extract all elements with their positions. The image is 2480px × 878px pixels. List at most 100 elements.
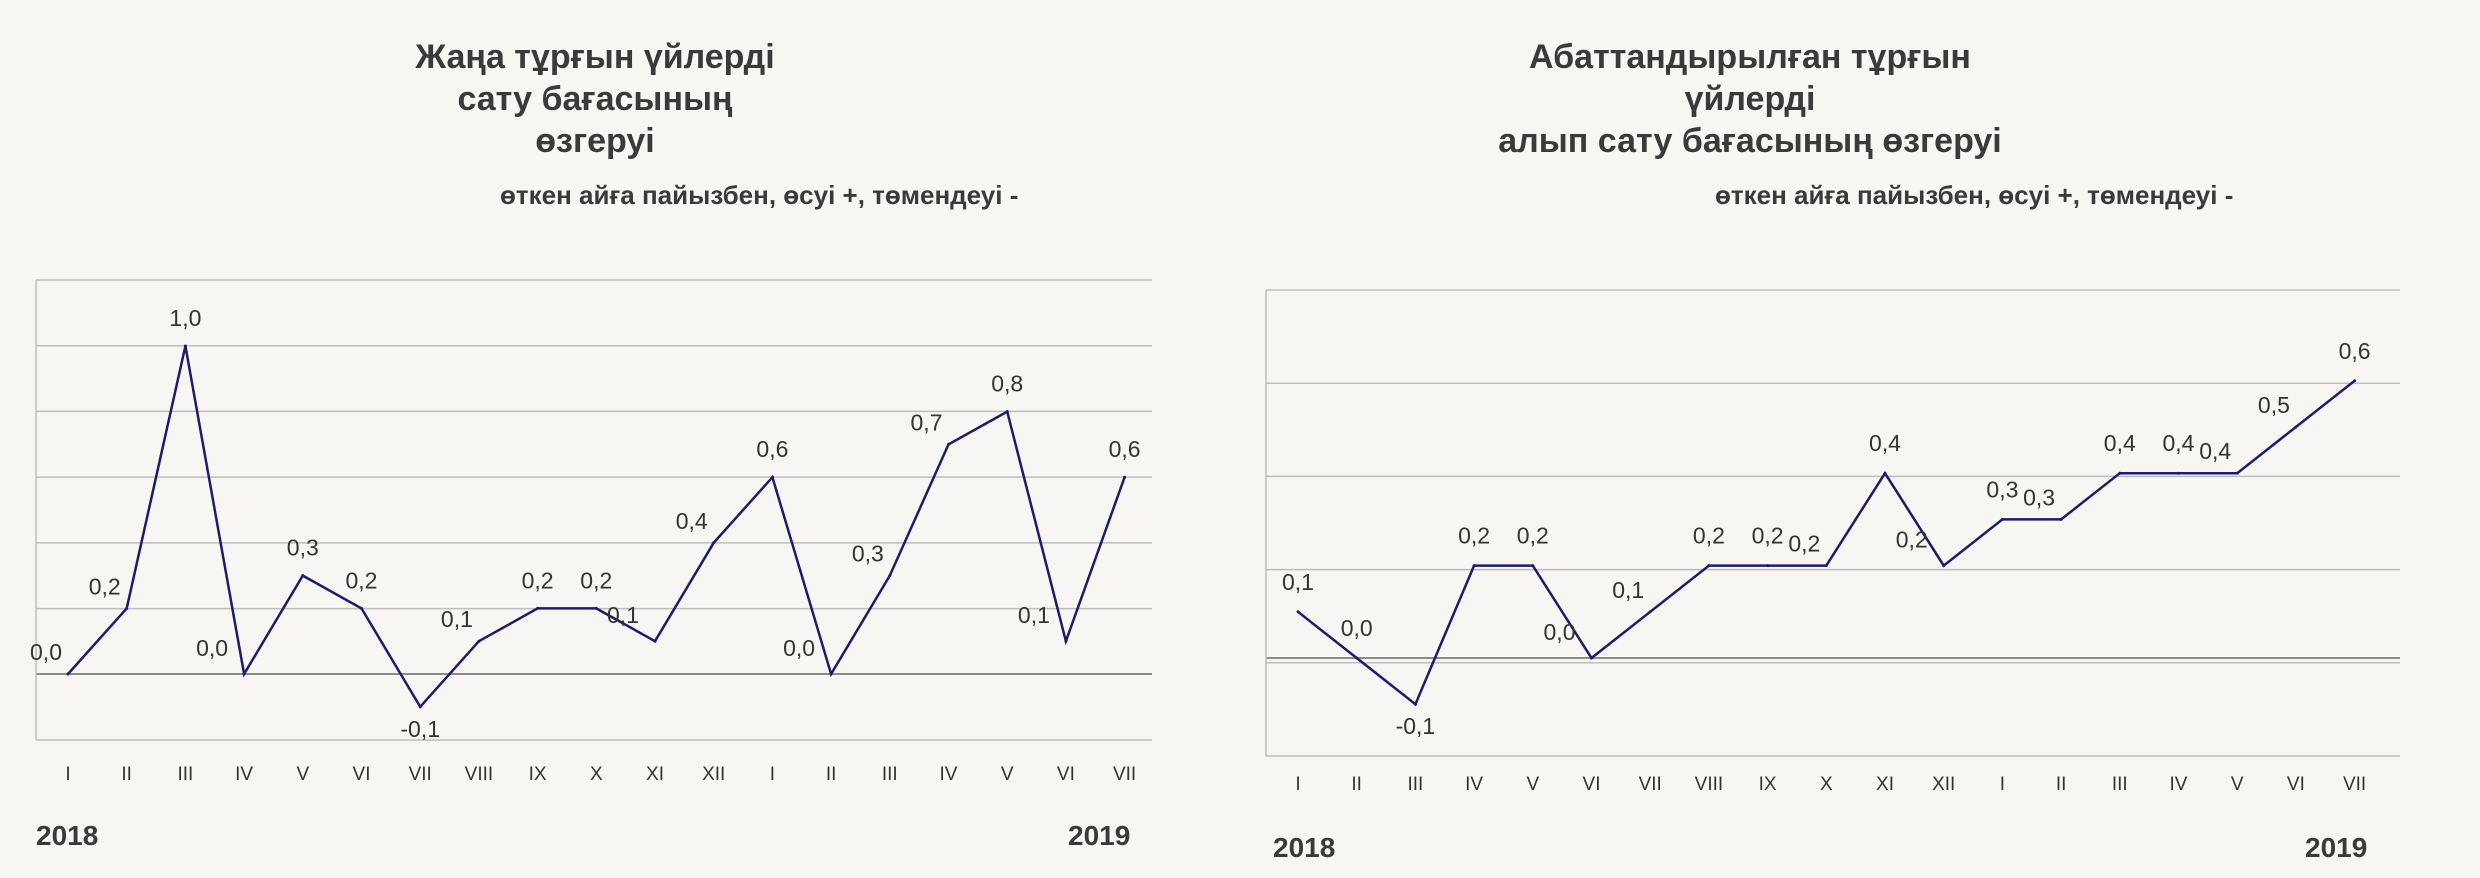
x-tick-label: IX [1759, 774, 1777, 795]
data-point [301, 574, 305, 578]
data-label: 0,7 [911, 409, 943, 435]
data-label: 0,2 [1788, 531, 1820, 557]
data-label: 1,0 [169, 305, 201, 331]
data-label: 0,0 [783, 635, 815, 661]
chart-subtitle: өткен айға пайызбен, өсуі +, төмендеуі - [1715, 180, 2234, 210]
data-point [888, 574, 892, 578]
data-point [242, 672, 246, 676]
chart-panel-new-housing: Жаңа тұрғын үйлерді сату бағасының өзгер… [0, 0, 1200, 878]
data-label: 0,2 [346, 567, 378, 593]
data-point [125, 606, 129, 610]
data-point [418, 705, 422, 709]
data-label: -0,1 [1396, 713, 1436, 739]
data-label: 0,8 [991, 371, 1023, 397]
data-point [477, 639, 481, 643]
data-label: 0,1 [607, 602, 639, 628]
data-label: 0,2 [1517, 523, 1549, 549]
x-tick-label: VI [353, 764, 371, 785]
data-point [1707, 564, 1711, 568]
data-label: 0,2 [1458, 523, 1490, 549]
x-tick-label: III [882, 764, 898, 785]
data-point [1824, 564, 1828, 568]
chart-title: Жаңа тұрғын үйлерді сату бағасының өзгер… [415, 38, 775, 160]
data-point [2177, 471, 2180, 475]
x-tick-label: V [2231, 774, 2244, 795]
data-point [66, 672, 70, 676]
data-point [2000, 517, 2004, 521]
x-tick-label: IV [1465, 774, 1483, 795]
data-label: 0,5 [2258, 392, 2290, 418]
data-label: 0,1 [1612, 577, 1644, 603]
data-point [1005, 410, 1009, 414]
data-label: 0,2 [1896, 527, 1928, 553]
data-label: 0,1 [1018, 602, 1050, 628]
data-label: 0,0 [1341, 615, 1373, 641]
data-point [594, 606, 598, 610]
data-label: 0,4 [2163, 430, 2195, 456]
data-point [1531, 564, 1535, 568]
data-point [1590, 656, 1593, 660]
gridlines [1265, 289, 2400, 757]
data-point [2294, 425, 2298, 429]
x-tick-label: VII [1639, 774, 1662, 795]
x-tick-label: II [121, 764, 132, 785]
data-point [1942, 564, 1946, 568]
x-tick-label: I [1295, 774, 1300, 795]
line-chart-resale-housing: 0,10,0-0,10,2 0,20,00,10,2 0,2 0,20,40,20,3… [1265, 289, 2400, 795]
chart-subtitle: өткен айға пайызбен, өсуі +, төмендеуі - [500, 180, 1019, 210]
data-label: 0,2 [580, 567, 612, 593]
data-point [1123, 475, 1127, 479]
x-tick-label: VII [409, 764, 432, 785]
x-tick-label: XII [1932, 774, 1955, 795]
data-label: -0,1 [400, 716, 440, 742]
data-point [1883, 471, 1887, 475]
x-tick-label: V [1001, 764, 1014, 785]
data-point [653, 639, 657, 643]
data-point [1766, 564, 1770, 568]
data-label: 0,0 [1544, 619, 1576, 645]
x-tick-label: I [2000, 774, 2005, 795]
data-label: 0,3 [1986, 476, 2018, 502]
line-chart-new-housing: 0,0 0,2 1,0 0,0 0,3 0,2 -0,1 0,1 0,2 0,2 0,1 0,4 0,6… [30, 279, 1152, 785]
x-tick-labels: I II III IV V VI VII VIII IX X XI XII I II III IV V VI VII [1295, 774, 2366, 795]
x-tick-label: III [1407, 774, 1423, 795]
x-tick-label: III [2112, 774, 2128, 795]
data-label: 0,1 [1282, 569, 1314, 595]
data-label: 0,4 [676, 508, 708, 534]
data-labels: 0,0 0,2 1,0 0,0 0,3 0,2 -0,1 0,1 0,2 0,2 0,1 0,4 0,6… [30, 305, 1141, 742]
data-label: 0,0 [30, 639, 62, 665]
data-label: 0,1 [441, 606, 473, 632]
year-start-label: 2018 [1273, 832, 1336, 863]
data-point [1296, 610, 1300, 614]
chart-title: Абаттандырылған тұрғын үйлерді алып сату… [1498, 38, 2002, 160]
x-tick-label: IV [235, 764, 253, 785]
x-tick-label: IV [940, 764, 958, 785]
data-label: 0,4 [2199, 438, 2231, 464]
x-tick-label: VI [1057, 764, 1075, 785]
x-tick-label: VIII [465, 764, 494, 785]
data-point [712, 541, 716, 545]
series-line [1297, 379, 2356, 707]
x-tick-label: I [65, 764, 70, 785]
x-tick-label: II [826, 764, 837, 785]
data-point [770, 475, 774, 479]
x-tick-label: VI [2287, 774, 2305, 795]
x-tick-label: VII [2343, 774, 2366, 795]
data-label: 0,0 [196, 635, 228, 661]
data-label: 0,6 [2339, 338, 2371, 364]
data-label: 0,2 [89, 573, 121, 599]
x-tick-label: XI [646, 764, 664, 785]
x-tick-label: III [177, 764, 193, 785]
year-start-label: 2018 [36, 820, 99, 851]
year-end-label: 2019 [1068, 820, 1131, 851]
x-tick-labels: I II III IV V VI VII VIII IX X XI XII I II III IV V VI VII [65, 764, 1136, 785]
x-tick-label: II [1351, 774, 1362, 795]
data-point [947, 442, 950, 446]
x-tick-label: X [590, 764, 603, 785]
x-tick-label: II [2056, 774, 2067, 795]
data-label: 0,2 [1693, 523, 1725, 549]
data-point [536, 606, 540, 610]
data-label: 0,3 [287, 535, 319, 561]
year-end-label: 2019 [2305, 832, 2368, 863]
data-point [1413, 702, 1417, 706]
